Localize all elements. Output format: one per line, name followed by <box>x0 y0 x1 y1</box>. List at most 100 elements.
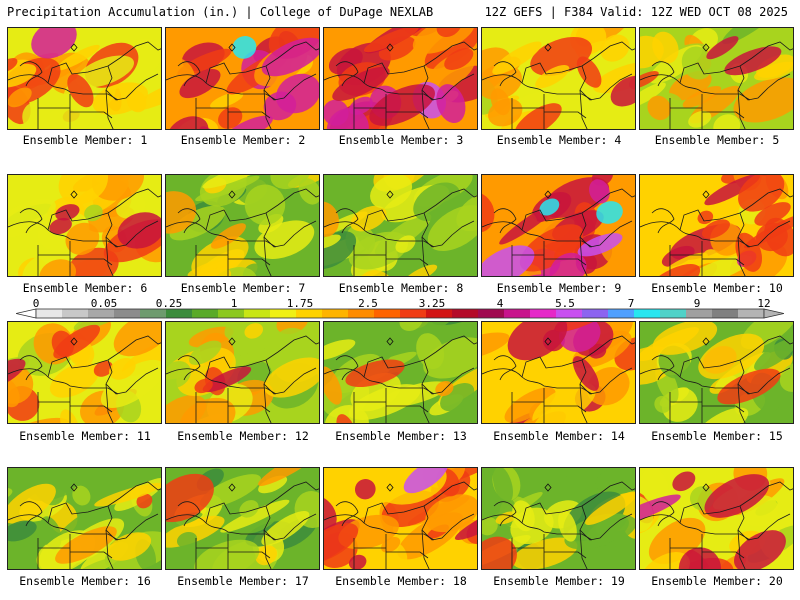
colorbar-swatch <box>322 309 349 318</box>
precip-field-map <box>324 468 477 569</box>
precip-field-map <box>640 468 793 569</box>
precip-field-map <box>8 175 161 276</box>
colorbar-swatch <box>88 309 115 318</box>
member-label: Ensemble Member: 16 <box>19 574 151 588</box>
ensemble-map-panel <box>639 321 794 424</box>
member-label: Ensemble Member: 2 <box>180 133 306 147</box>
colorbar-swatch <box>192 309 219 318</box>
precip-field-map <box>166 28 319 129</box>
colorbar-swatch <box>114 309 141 318</box>
ensemble-map-panel <box>7 27 162 130</box>
station-marker-icon <box>702 43 710 52</box>
colorbar-swatch <box>218 309 245 318</box>
station-marker-icon <box>70 190 78 199</box>
member-label: Ensemble Member: 19 <box>493 574 625 588</box>
colorbar-tick-label: 4 <box>496 297 504 310</box>
station-marker-icon <box>228 483 236 492</box>
ensemble-map-panel <box>7 321 162 424</box>
colorbar-swatch <box>62 309 89 318</box>
precip-field-map <box>8 322 161 423</box>
precip-field-map <box>324 175 477 276</box>
ensemble-map-panel <box>7 467 162 570</box>
colorbar-tick-label: 0.25 <box>155 297 183 310</box>
member-label: Ensemble Member: 9 <box>496 281 622 295</box>
colorbar-tick-label: 12 <box>757 297 771 310</box>
member-label: Ensemble Member: 7 <box>180 281 306 295</box>
precip-field-map <box>324 28 477 129</box>
station-marker-icon <box>386 43 394 52</box>
colorbar-swatch <box>452 309 479 318</box>
colorbar-swatch <box>660 309 687 318</box>
ensemble-map-panel <box>323 174 478 277</box>
colorbar-swatch <box>738 309 765 318</box>
ensemble-map-panel <box>7 174 162 277</box>
precip-field-map <box>324 322 477 423</box>
member-label: Ensemble Member: 20 <box>651 574 783 588</box>
member-label: Ensemble Member: 12 <box>177 429 309 443</box>
run-info: 12Z GEFS | F384 Valid: 12Z WED OCT 08 20… <box>484 5 788 19</box>
precip-field-map <box>482 175 635 276</box>
colorbar-swatch <box>712 309 739 318</box>
ensemble-map-panel <box>639 27 794 130</box>
colorbar-swatch <box>478 309 505 318</box>
colorbar-tick-label: 0 <box>32 297 40 310</box>
member-label: Ensemble Member: 4 <box>496 133 622 147</box>
station-marker-icon <box>70 337 78 346</box>
ensemble-map-panel <box>481 174 636 277</box>
precip-field-map <box>482 468 635 569</box>
station-marker-icon <box>228 337 236 346</box>
colorbar-swatch <box>296 309 323 318</box>
precip-field-map <box>640 28 793 129</box>
ensemble-map-panel <box>323 27 478 130</box>
precip-field-map <box>640 175 793 276</box>
colorbar-swatch <box>426 309 453 318</box>
colorbar-swatch <box>556 309 583 318</box>
station-marker-icon <box>544 337 552 346</box>
member-label: Ensemble Member: 13 <box>335 429 467 443</box>
colorbar-swatch <box>400 309 427 318</box>
station-marker-icon <box>228 190 236 199</box>
station-marker-icon <box>386 483 394 492</box>
member-label: Ensemble Member: 11 <box>19 429 151 443</box>
colorbar-swatch <box>270 309 297 318</box>
colorbar-tick-label: 9 <box>693 297 701 310</box>
precip-field-map <box>166 322 319 423</box>
colorbar-tick-label: 1.75 <box>286 297 314 310</box>
station-marker-icon <box>544 190 552 199</box>
precip-field-map <box>8 468 161 569</box>
member-label: Ensemble Member: 6 <box>22 281 148 295</box>
colorbar-tick-label: 1 <box>230 297 238 310</box>
ensemble-map-panel <box>165 27 320 130</box>
colorbar-swatch <box>244 309 271 318</box>
ensemble-map-panel <box>165 467 320 570</box>
precip-field-map <box>8 28 161 129</box>
ensemble-map-panel <box>481 321 636 424</box>
colorbar <box>16 308 784 319</box>
colorbar-swatch <box>504 309 531 318</box>
member-label: Ensemble Member: 1 <box>22 133 148 147</box>
ensemble-map-panel <box>323 321 478 424</box>
ensemble-map-panel <box>639 467 794 570</box>
colorbar-swatch <box>530 309 557 318</box>
colorbar-swatch <box>140 309 167 318</box>
colorbar-swatch <box>582 309 609 318</box>
station-marker-icon <box>70 43 78 52</box>
station-marker-icon <box>386 337 394 346</box>
station-marker-icon <box>544 483 552 492</box>
station-marker-icon <box>228 43 236 52</box>
colorbar-tick-label: 5.5 <box>555 297 575 310</box>
colorbar-tick-label: 0.05 <box>90 297 118 310</box>
precip-field-map <box>166 175 319 276</box>
ensemble-map-panel <box>165 321 320 424</box>
member-label: Ensemble Member: 17 <box>177 574 309 588</box>
ensemble-map-panel <box>481 467 636 570</box>
precip-field-map <box>482 28 635 129</box>
ensemble-map-panel <box>481 27 636 130</box>
colorbar-tick-label: 7 <box>627 297 635 310</box>
member-label: Ensemble Member: 3 <box>338 133 464 147</box>
colorbar-swatch <box>36 309 63 318</box>
member-label: Ensemble Member: 8 <box>338 281 464 295</box>
ensemble-map-panel <box>323 467 478 570</box>
member-label: Ensemble Member: 10 <box>651 281 783 295</box>
ensemble-map-panel <box>165 174 320 277</box>
